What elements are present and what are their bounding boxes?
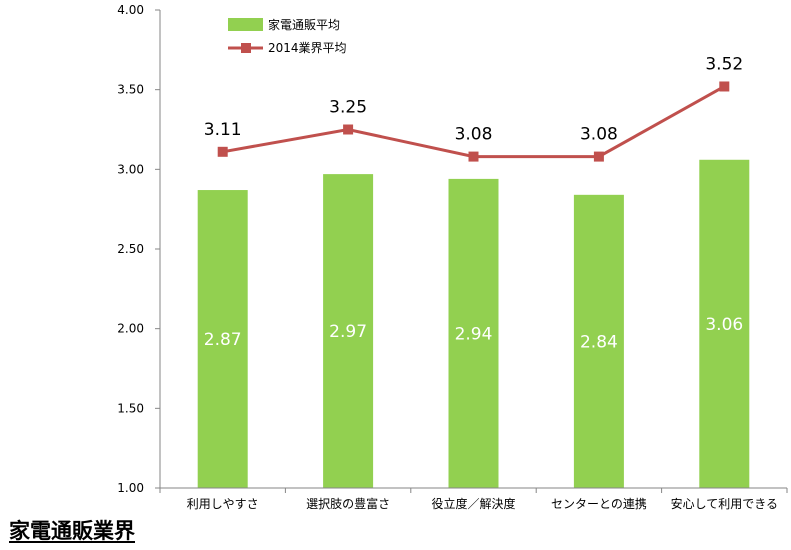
legend-bar-swatch	[228, 18, 263, 31]
line-point	[217, 146, 228, 157]
bar	[573, 194, 624, 488]
bars-layer	[197, 159, 750, 489]
line-data-label: 3.11	[204, 120, 242, 140]
bar	[323, 174, 374, 488]
line-point	[468, 151, 479, 162]
y-tick-label: 4.00	[117, 3, 144, 17]
line-data-label: 3.08	[455, 125, 493, 145]
legend: 家電通販平均 2014業界平均	[228, 17, 347, 55]
y-tick-label: 1.00	[117, 481, 144, 495]
y-tick-label: 3.50	[117, 83, 144, 97]
labels-layer: 2.87 2.97 2.94 2.84 3.06 3.11 3.25 3.08 3.08 3.52	[204, 54, 743, 352]
legend-label: 2014業界平均	[268, 41, 347, 55]
line-point	[343, 124, 354, 135]
series-line	[222, 85, 726, 159]
bar-data-label: 3.06	[705, 315, 743, 335]
x-tick-label: センターとの連携	[551, 496, 647, 511]
page-title: 家電通販業界	[9, 519, 135, 543]
x-tick-label: 役立度／解決度	[431, 496, 515, 511]
chart: 1.00 1.50 2.00 2.50 3.00 3.50 4.00 利用しやすさ 選択肢の豊富…	[117, 3, 788, 511]
line-layer	[217, 81, 730, 162]
line-point	[593, 151, 604, 162]
y-tick-label: 1.50	[117, 401, 144, 415]
line-data-label: 3.25	[329, 98, 367, 118]
x-tick-label: 利用しやすさ	[187, 497, 259, 511]
y-tick-label: 3.00	[117, 162, 144, 176]
legend-label: 家電通販平均	[268, 17, 340, 32]
legend-line-marker	[241, 43, 251, 53]
y-tick-label: 2.00	[117, 322, 144, 336]
line-point	[719, 81, 730, 92]
bar	[448, 178, 499, 489]
line-data-label: 3.52	[705, 54, 743, 74]
bar	[197, 190, 248, 488]
bar	[699, 159, 750, 489]
x-tick-label: 安心して利用できる	[671, 496, 778, 511]
x-tick-label: 選択肢の豊富さ	[306, 496, 390, 511]
axes-layer: 1.00 1.50 2.00 2.50 3.00 3.50 4.00 利用しやすさ 選択肢の豊富…	[117, 3, 788, 511]
line-data-label: 3.08	[580, 125, 618, 145]
bar-data-label: 2.97	[329, 322, 367, 342]
y-tick-label: 2.50	[117, 242, 144, 256]
bar-data-label: 2.87	[204, 330, 242, 350]
bar-data-label: 2.84	[580, 332, 618, 352]
bar-data-label: 2.94	[455, 324, 493, 344]
